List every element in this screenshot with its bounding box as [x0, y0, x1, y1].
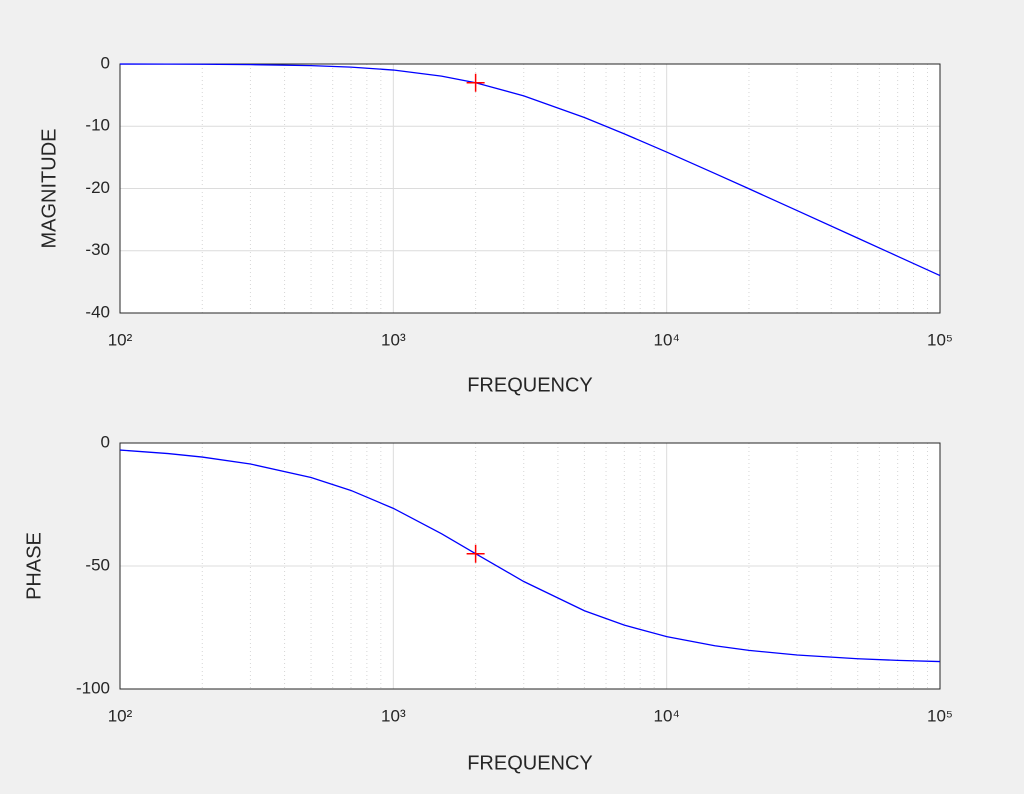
- data-line: [119, 63, 941, 277]
- y-tick-label: -10: [85, 116, 110, 135]
- axes: 10² 10³ 10⁴ 10⁵ 0 -50 -100 FREQUENCY PHASE: [23, 432, 953, 774]
- x-tick-label: 10⁴: [654, 330, 680, 349]
- axes: 10² 10³ 10⁴ 10⁵ 0 -10 -20 -30 -40 FREQUENCY MAGNIT…: [38, 53, 953, 396]
- y-tick-label: 0: [101, 432, 110, 451]
- y-tick-label: -100: [76, 678, 110, 697]
- x-tick-label: 10²: [108, 706, 133, 725]
- y-tick-label: 0: [101, 53, 110, 72]
- data-marker: [466, 73, 485, 92]
- axes-box: [119, 442, 941, 690]
- x-axis-title: FREQUENCY: [467, 374, 593, 396]
- x-tick-label: 10³: [381, 330, 406, 349]
- y-tick-label: -30: [85, 240, 110, 259]
- x-tick-label: 10³: [381, 706, 406, 725]
- y-tick-label: -40: [85, 302, 110, 321]
- x-tick-label: 10⁵: [927, 706, 953, 725]
- x-tick-label: 10⁴: [654, 706, 680, 725]
- y-tick-label: -50: [85, 555, 110, 574]
- data-line: [119, 449, 941, 663]
- data-marker: [466, 544, 485, 563]
- x-tick-label: 10⁵: [927, 330, 953, 349]
- axes-box: [119, 63, 941, 314]
- y-axis-title: PHASE: [23, 532, 45, 600]
- y-tick-label: -20: [85, 178, 110, 197]
- x-axis-title: FREQUENCY: [467, 752, 593, 774]
- x-tick-label: 10²: [108, 330, 133, 349]
- y-axis-title: MAGNITUDE: [38, 129, 60, 249]
